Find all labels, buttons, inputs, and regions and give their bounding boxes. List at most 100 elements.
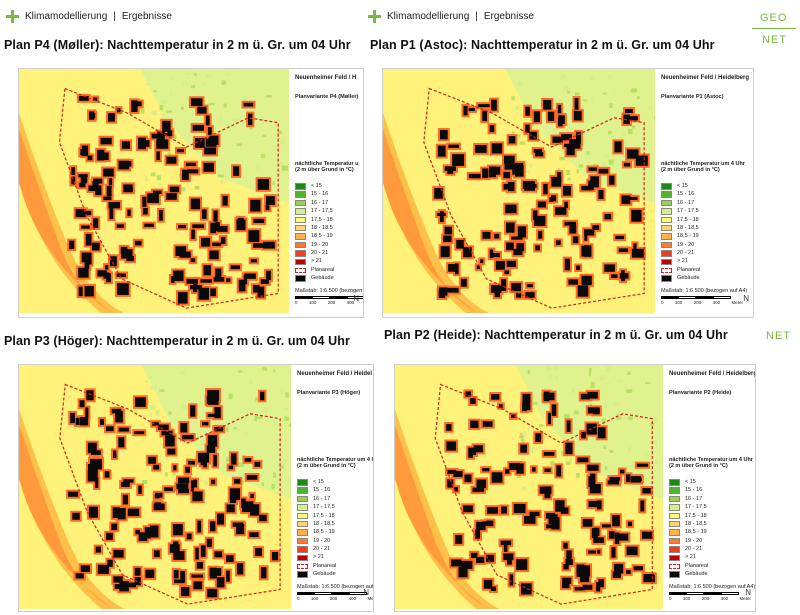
legend-scale: Maßstab: 1:6.500 (bezogen auf A4)	[295, 287, 363, 295]
legend-class-label: < 15	[311, 182, 322, 189]
legend-planareal-item: Planareal	[669, 562, 751, 570]
legend-class-label: < 15	[685, 478, 696, 485]
logo-fragment: NET	[766, 330, 791, 342]
river-core	[395, 425, 489, 609]
buildings	[446, 391, 655, 595]
legend-variant: Planvariante P1 (Astoc)	[661, 94, 724, 101]
slide-header-right: Klimamodellierung | Ergebnisse	[368, 8, 534, 24]
plus-icon	[6, 9, 19, 23]
legend-class-item: 18 - 18,5	[295, 224, 359, 232]
planareal-swatch	[669, 563, 680, 569]
temperature-map	[19, 69, 289, 313]
buildings	[68, 390, 279, 598]
header-page: Ergebnisse	[483, 10, 534, 22]
legend-variant: Planvariante P2 (Heide)	[669, 390, 732, 397]
legend-title: nächtliche Temperatur um 4 Uhr	[661, 160, 745, 167]
legend-class-item: 16 - 17	[295, 199, 359, 207]
planareal-boundary	[434, 383, 653, 605]
logo-top: GEO	[760, 12, 788, 24]
legend-class-item: 15 - 16	[297, 486, 369, 494]
legend-class-label: 17 - 17,5	[685, 504, 707, 511]
scale-bar	[297, 592, 367, 596]
north-arrow-icon: N	[363, 588, 369, 597]
legend-swatch	[297, 554, 308, 562]
legend-classes: < 15 15 - 16 16 - 17 17 - 17,5 17,5 - 18 18 -…	[669, 478, 751, 579]
river-core	[19, 128, 114, 313]
river-core	[19, 424, 114, 609]
legend-class-item: 17 - 17,5	[295, 207, 359, 215]
scale-bar	[669, 592, 739, 596]
legend-class-label: 18,5 - 19	[311, 233, 333, 240]
legend-title: nächtliche Temperatur u	[295, 160, 359, 167]
scale-labels: 0 100 200 400 Meter	[669, 596, 751, 601]
legend-class-item: > 21	[297, 554, 369, 562]
scale-label: 200	[327, 300, 336, 306]
legend-class-item: 17,5 - 18	[297, 512, 369, 520]
scale-text: Maßstab: 1:6.500	[295, 287, 338, 294]
legend-swatch	[297, 537, 308, 545]
legend-class-label: 17,5 - 18	[685, 512, 707, 519]
legend-planareal-item: Planareal	[295, 266, 359, 274]
legend-planareal-label: Planareal	[313, 562, 337, 569]
map-panel-p1: Neuenheimer Feld / Heidelberg Planvariant…	[382, 68, 754, 318]
legend-swatch	[669, 529, 680, 536]
scale-note: (bezogen auf A4)	[713, 583, 756, 590]
legend-swatch	[661, 224, 672, 232]
legend-class-label: 17,5 - 18	[677, 216, 699, 223]
legend-class-label: 15 - 16	[685, 487, 703, 494]
legend-class-label: > 21	[313, 554, 324, 561]
legend-swatch	[669, 504, 680, 511]
scale-unit: Meter	[731, 300, 743, 306]
river-core	[383, 128, 478, 313]
legend-gebaeude-label: Gebäude	[685, 571, 708, 578]
legend-subtitle: (2 m über Grund in °C)	[669, 463, 728, 470]
legend-title: nächtliche Temperatur um 4 U	[297, 456, 374, 463]
legend-class-label: 16 - 17	[677, 199, 695, 206]
legend-class-item: 17 - 17,5	[669, 503, 751, 511]
logo-bottom: NET	[762, 34, 787, 46]
legend-variant: Planvariante P4 (Møller)	[295, 94, 359, 101]
legend-class-label: 18 - 18,5	[313, 520, 335, 527]
legend-class-label: 15 - 16	[677, 191, 695, 198]
legend-class-label: 20 - 21	[685, 546, 703, 553]
legend-planareal-label: Planareal	[311, 266, 335, 273]
legend-class-label: 19 - 20	[313, 537, 331, 544]
slide-header-left: Klimamodellierung | Ergebnisse	[6, 8, 172, 24]
legend-class-item: 20 - 21	[295, 249, 359, 257]
north-arrow-icon: N	[745, 588, 751, 597]
legend-class-label: 17 - 17,5	[311, 208, 333, 215]
legend-class-item: 19 - 20	[661, 241, 749, 249]
header-section: Klimamodellierung	[25, 10, 108, 22]
legend-swatch	[669, 554, 680, 562]
panel-title-p2: Plan P2 (Heide): Nachttemperatur in 2 m …	[384, 328, 728, 342]
legend-class-label: 18 - 18,5	[685, 520, 707, 527]
gebaeude-swatch	[297, 571, 308, 578]
legend-class-label: 20 - 21	[313, 546, 331, 553]
scale-label: 400	[720, 596, 729, 602]
legend-planareal-label: Planareal	[677, 266, 701, 273]
legend-class-item: < 15	[669, 478, 751, 486]
legend-class-label: 15 - 16	[313, 487, 331, 494]
legend-class-item: 18 - 18,5	[669, 520, 751, 528]
map-legend: Neuenheimer Feld / Heidelberg Planvariant…	[663, 365, 755, 609]
scale-bar	[295, 296, 363, 300]
legend-class-label: 15 - 16	[311, 191, 329, 198]
legend-swatch	[297, 529, 308, 536]
legend-swatch	[661, 183, 672, 190]
legend-scale: Maßstab: 1:6.500 (bezogen auf A4)	[661, 288, 749, 295]
legend-class-label: 18 - 18,5	[311, 224, 333, 231]
scale-label: 200	[329, 596, 338, 602]
gebaeude-swatch	[669, 571, 680, 578]
legend-class-label: 17,5 - 18	[313, 512, 335, 519]
legend-class-item: > 21	[669, 554, 751, 562]
planareal-swatch	[295, 267, 306, 273]
legend-class-label: < 15	[677, 182, 688, 189]
legend-class-item: < 15	[295, 182, 359, 190]
logo-divider	[752, 28, 796, 29]
legend-class-item: 19 - 20	[669, 537, 751, 545]
legend-class-item: 18,5 - 19	[295, 232, 359, 240]
gebaeude-swatch	[661, 275, 672, 282]
planareal-boundary	[58, 87, 279, 309]
legend-scale: Maßstab: 1:6.500 (bezogen auf A4)	[669, 584, 755, 591]
legend-class-item: 17,5 - 18	[669, 512, 751, 520]
